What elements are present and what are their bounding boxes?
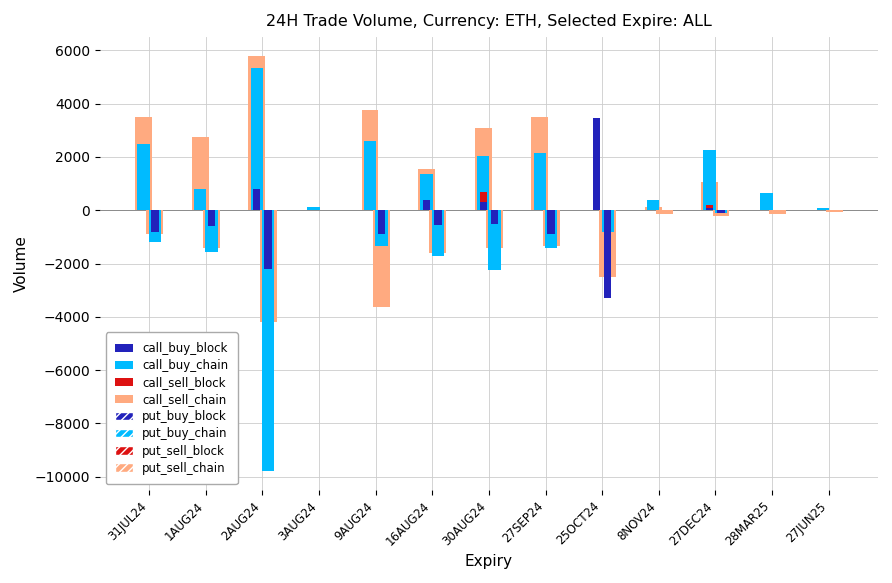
- Bar: [488, 210, 500, 270]
- Bar: [208, 210, 215, 226]
- Bar: [418, 169, 435, 210]
- Bar: [377, 210, 385, 234]
- Bar: [656, 210, 673, 214]
- Bar: [208, 210, 215, 226]
- Bar: [706, 208, 714, 210]
- Bar: [420, 174, 433, 210]
- Bar: [599, 210, 616, 277]
- Bar: [432, 210, 444, 255]
- Bar: [717, 210, 724, 213]
- Bar: [475, 128, 491, 210]
- Y-axis label: Volume: Volume: [14, 235, 29, 292]
- Bar: [480, 202, 487, 210]
- Bar: [714, 210, 727, 213]
- Bar: [548, 210, 555, 234]
- Bar: [151, 210, 159, 231]
- Bar: [429, 210, 446, 253]
- Bar: [826, 210, 843, 212]
- Bar: [364, 141, 376, 210]
- Bar: [760, 193, 772, 210]
- Bar: [548, 210, 555, 234]
- Bar: [604, 210, 611, 298]
- Bar: [361, 110, 378, 210]
- Bar: [593, 118, 600, 210]
- Bar: [262, 210, 275, 472]
- Bar: [593, 142, 600, 210]
- Bar: [434, 210, 442, 225]
- Bar: [205, 210, 218, 251]
- Bar: [264, 210, 272, 269]
- Bar: [434, 210, 442, 225]
- Bar: [532, 117, 549, 210]
- Bar: [373, 210, 390, 307]
- Bar: [149, 210, 161, 242]
- Bar: [260, 210, 277, 322]
- X-axis label: Expiry: Expiry: [465, 554, 513, 569]
- Bar: [542, 210, 559, 246]
- Bar: [137, 143, 150, 210]
- Bar: [253, 189, 260, 210]
- Bar: [717, 210, 724, 213]
- Bar: [601, 210, 614, 231]
- Bar: [491, 210, 499, 223]
- Bar: [645, 207, 662, 210]
- Bar: [203, 210, 220, 248]
- Bar: [151, 210, 159, 231]
- Bar: [423, 199, 430, 210]
- Bar: [769, 210, 786, 214]
- Bar: [647, 199, 659, 210]
- Title: 24H Trade Volume, Currency: ETH, Selected Expire: ALL: 24H Trade Volume, Currency: ETH, Selecte…: [266, 14, 712, 29]
- Bar: [477, 156, 490, 210]
- Bar: [817, 208, 830, 210]
- Bar: [307, 207, 319, 210]
- Bar: [604, 210, 611, 298]
- Bar: [135, 117, 152, 210]
- Bar: [423, 203, 430, 210]
- Bar: [377, 210, 385, 234]
- Bar: [701, 182, 718, 210]
- Bar: [194, 189, 206, 210]
- Bar: [704, 150, 716, 210]
- Bar: [486, 210, 503, 248]
- Bar: [545, 210, 558, 248]
- Bar: [480, 192, 487, 210]
- Bar: [146, 210, 163, 234]
- Bar: [264, 210, 272, 269]
- Bar: [192, 137, 209, 210]
- Bar: [706, 205, 714, 210]
- Bar: [248, 55, 265, 210]
- Bar: [253, 189, 260, 210]
- Bar: [251, 68, 263, 210]
- Bar: [376, 210, 387, 246]
- Bar: [713, 210, 730, 216]
- Bar: [491, 210, 499, 223]
- Legend: call_buy_block, call_buy_chain, call_sell_block, call_sell_chain, put_buy_block,: call_buy_block, call_buy_chain, call_sel…: [105, 332, 238, 484]
- Bar: [533, 153, 546, 210]
